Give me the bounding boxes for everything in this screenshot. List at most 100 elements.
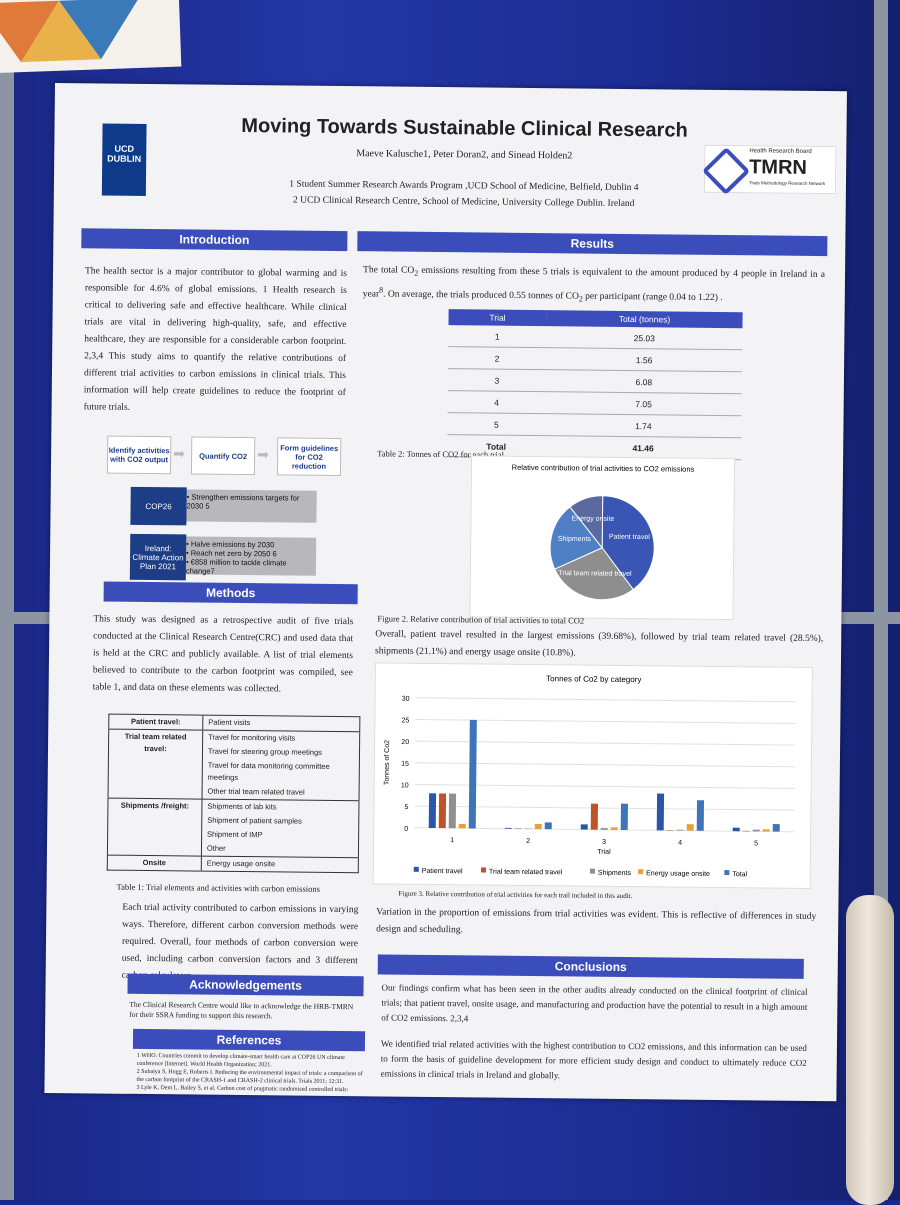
pie-slice-label: Patient travel (609, 534, 650, 541)
legend-label: Energy usage onsite (646, 870, 710, 878)
legend-swatch (724, 870, 730, 876)
bar (590, 803, 598, 830)
cop26-label: COP26 (130, 486, 187, 526)
methods-table-item: Travel for monitoring visits (202, 730, 360, 747)
bar (732, 827, 740, 832)
acknowledgements-text: The Clinical Research Centre would like … (129, 999, 354, 1021)
references-list: 1 WHO. Countries commit to develop clima… (136, 1052, 362, 1094)
bar (580, 824, 588, 830)
tmrn-logo: Health Research Board TMRN Trials Method… (702, 144, 837, 196)
y-tick-label: 30 (402, 696, 410, 703)
bar-chart: Tonnes of Co2 by category051015202530Ton… (384, 674, 796, 878)
conclusions-text-1: Our findings confirm what has been seen … (381, 982, 808, 1024)
tmrn-logo-sub: Trials Methodology Research Network (748, 180, 826, 187)
bar (762, 829, 770, 832)
results-table-cell-trial: 4 (447, 390, 546, 414)
decorative-poster-corner (0, 0, 182, 74)
methods-table-item: Other (206, 843, 226, 853)
methods-table-category: Patient travel: (108, 714, 203, 731)
figure2-caption: Figure 2. Relative contribution of trial… (377, 613, 585, 626)
conclusions-header: Conclusions (377, 954, 804, 979)
bar (696, 800, 705, 831)
reference-item: 3 Lyle K, Dent L, Bailey S, et al. Carbo… (136, 1084, 349, 1094)
y-tick-label: 0 (404, 826, 408, 833)
results-table-cell-total: 25.03 (546, 326, 743, 350)
bar (448, 793, 457, 829)
poster-title: Moving Towards Sustainable Clinical Rese… (241, 114, 688, 142)
conclusions-text-2: We identified trial related activities w… (380, 1038, 807, 1081)
results-table-cell-total: 7.05 (545, 391, 742, 416)
methods-table-category: Trial team related travel: (108, 729, 203, 800)
legend-swatch (413, 866, 419, 872)
pie-chart-panel: Relative contribution of trial activitie… (469, 455, 736, 621)
x-tick-label: 2 (526, 838, 530, 845)
results-text-2: Overall, patient travel resulted in the … (375, 629, 824, 659)
ireland-label: Ireland: Climate Action Plan 2021 (129, 533, 187, 581)
results-text-3: Variation in the proportion of emissions… (376, 907, 817, 936)
methods-table-category: Shipments /freight: (107, 798, 202, 857)
results-table-row: 1 25.03 (448, 325, 743, 350)
legend-label: Trial team related travel (489, 869, 563, 877)
introduction-header: Introduction (81, 228, 348, 252)
methods-table-item: Shipments of lab kits (201, 799, 360, 816)
bar (772, 824, 780, 832)
bar (656, 793, 665, 831)
tmrn-logo-top: Health Research Board (749, 148, 812, 155)
bar (676, 829, 684, 831)
y-tick-label: 10 (401, 782, 409, 789)
pie-slice-label: Energy onsite (572, 515, 615, 522)
methods-table: Patient travel: Patient visits Trial team … (106, 713, 361, 874)
acknowledgements-header: Acknowledgements (127, 973, 364, 997)
bar (666, 830, 674, 831)
results-table-cell-trial: 2 (448, 346, 547, 370)
results-table-cell-total: 1.74 (545, 413, 742, 438)
bar-gridline (414, 783, 795, 789)
bar (610, 827, 618, 830)
bar (438, 793, 447, 829)
flow-arrow-2: ➡ (257, 448, 269, 464)
tmrn-logo-main: TMRN (749, 156, 808, 179)
results-table-cell-trial: 1 (448, 325, 547, 348)
table1-caption: Table 1: Trial elements and activities w… (116, 881, 321, 894)
results-table: Trial Total (tonnes) 1 25.03 2 1.56 3 6.08 4 7.… (447, 309, 743, 460)
methods-header: Methods (103, 581, 358, 605)
methods-text: This study was designed as a retrospecti… (92, 614, 354, 695)
bar-chart-title: Tonnes of Co2 by category (546, 674, 641, 684)
methods-table-row: Trial team related travel: Travel for mon… (108, 729, 360, 800)
affiliation-2: 2 UCD Clinical Research Centre, School o… (293, 195, 635, 210)
bar (524, 828, 532, 830)
y-tick-label: 25 (402, 717, 410, 724)
pie-slice-label: Trial team related travel (558, 570, 632, 578)
y-tick-label: 15 (401, 761, 409, 768)
methods-table-item: Energy usage onsite (201, 856, 359, 873)
legend-label: Total (732, 871, 747, 878)
bar-gridline (414, 805, 795, 811)
introduction-text: The health sector is a major contributor… (83, 266, 348, 413)
ireland-detail: • Halve emissions by 2030 • Reach net ze… (179, 536, 317, 576)
bar (428, 793, 437, 829)
flow-arrow-1: ➡ (173, 447, 185, 463)
results-table-cell-trial: 5 (447, 412, 546, 436)
results-table-row: 5 1.74 (447, 412, 742, 438)
bar-gridline (415, 718, 796, 724)
pie-chart: Relative contribution of trial activitie… (512, 463, 695, 601)
methods-table-category: Onsite (107, 855, 202, 872)
research-poster: UCD DUBLIN Moving Towards Sustainable Cl… (44, 83, 847, 1102)
bar (600, 828, 608, 830)
results-table-row: 3 6.08 (447, 368, 743, 394)
methods-table-row: Shipments /freight: Shipments of lab kits (107, 798, 360, 857)
bar (458, 823, 466, 829)
x-axis-label: Trial (597, 849, 611, 856)
bar (620, 803, 628, 831)
bar (514, 828, 522, 829)
methods-table-item: Patient visits (208, 717, 251, 728)
x-tick-label: 1 (450, 837, 454, 844)
bar-gridline (414, 762, 795, 768)
results-table-row: 2 1.56 (448, 346, 743, 372)
x-tick-label: 4 (678, 840, 682, 847)
pie-slice (569, 495, 604, 550)
flow-step-guidelines: Form guidelines for CO2 reduction (276, 437, 342, 477)
bar-chart-panel: Tonnes of Co2 by category 0 5 10 15 20 25 30 Ton… (372, 662, 813, 889)
board-frame-left (0, 0, 14, 1200)
ucd-logo-text: UCD DUBLIN (107, 143, 142, 164)
